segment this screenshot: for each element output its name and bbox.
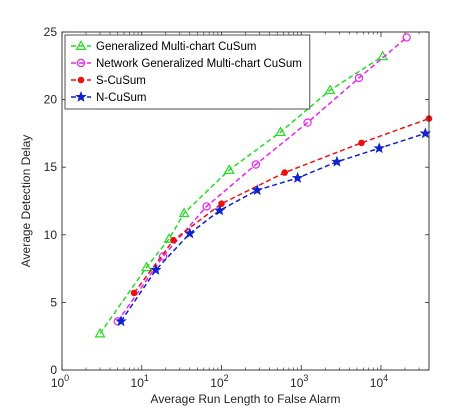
data-point (141, 261, 153, 272)
x-tick-label: 101 (131, 373, 149, 390)
data-point (213, 204, 226, 216)
y-tick-label: 0 (50, 363, 57, 377)
data-point (303, 118, 312, 127)
series-line (133, 117, 430, 294)
data-point (324, 84, 336, 95)
data-point (275, 126, 287, 137)
data-point (130, 289, 138, 297)
data-point (354, 73, 364, 83)
legend-marker (76, 58, 86, 68)
legend-entry: N-CuSum (71, 90, 146, 104)
series-3 (130, 115, 433, 297)
data-point (218, 200, 225, 208)
legend-entry: Network Generalized Multi-chart CuSum (71, 58, 302, 70)
legend-entry: S-CuSum (71, 75, 146, 87)
y-tick-label: 25 (44, 25, 58, 39)
data-point (178, 207, 190, 218)
data-point (291, 171, 304, 183)
series-group (94, 33, 433, 338)
x-tick-label: 104 (370, 373, 388, 390)
series-line (99, 55, 384, 334)
data-point (373, 142, 385, 154)
legend-label: Generalized Multi-chart CuSum (96, 41, 256, 53)
legend-label: N-CuSum (96, 92, 146, 104)
data-point (202, 202, 211, 211)
y-axis-label: Average Detection Delay (19, 135, 33, 268)
data-point (94, 327, 106, 338)
x-axis-label: Average Run Length to False Alarm (151, 392, 341, 406)
data-point (331, 155, 343, 167)
legend-label: Network Generalized Multi-chart CuSum (96, 58, 302, 70)
legend-marker (75, 90, 87, 102)
legend-entry: Generalized Multi-chart CuSum (71, 40, 256, 53)
data-point (223, 164, 235, 174)
legend: Generalized Multi-chart CuSum Network Gen… (64, 34, 311, 110)
series-4 (115, 127, 432, 327)
legend-label: S-CuSum (96, 75, 146, 87)
x-tick-label: 100 (51, 373, 69, 390)
y-tick-label: 15 (44, 160, 58, 174)
y-tick-label: 20 (44, 93, 58, 107)
data-point (158, 252, 168, 261)
data-point (150, 263, 162, 275)
data-point (251, 160, 261, 169)
data-point (251, 184, 263, 196)
y-tick-label: 5 (50, 295, 57, 309)
legend-box (64, 34, 311, 110)
data-point (184, 227, 196, 239)
x-tick-label: 103 (290, 373, 308, 390)
data-point (358, 139, 365, 147)
legend-marker (77, 76, 85, 84)
legend-marker (75, 40, 87, 50)
x-tick-label: 102 (210, 373, 228, 390)
data-point (402, 33, 411, 42)
data-point (281, 169, 288, 176)
series-line (117, 36, 408, 322)
y-tick-label: 10 (44, 228, 58, 242)
data-point (170, 236, 177, 244)
data-point (115, 315, 127, 327)
